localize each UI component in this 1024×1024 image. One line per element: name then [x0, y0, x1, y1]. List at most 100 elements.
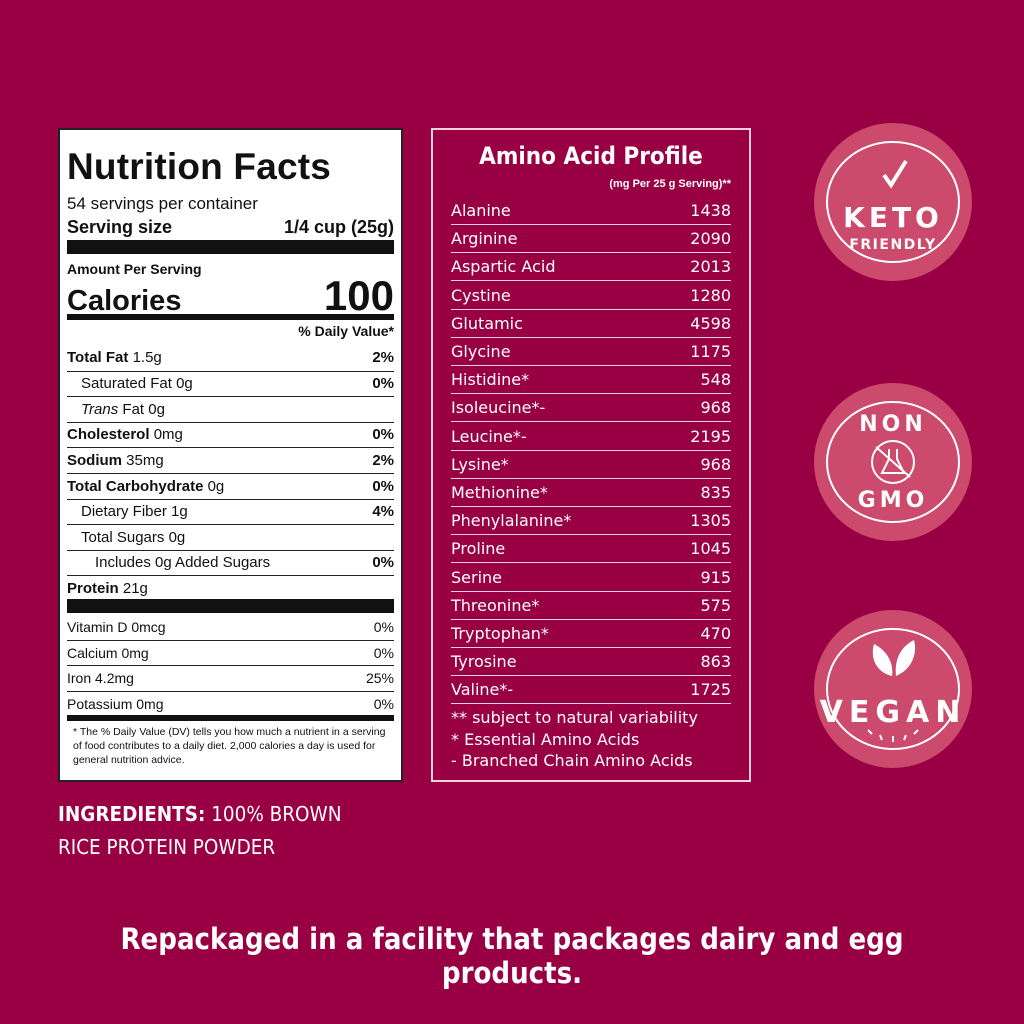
amino-value: 1438	[690, 201, 731, 220]
amino-name: Aspartic Acid	[451, 257, 556, 277]
non-gmo-badge: NON GMO	[814, 383, 972, 541]
amino-title: Amino Acid Profile	[479, 142, 703, 170]
nutrition-title: Nutrition Facts	[67, 146, 332, 187]
serving-size: Serving size 1/4 cup (25g)	[67, 217, 394, 238]
nutrient-name: Saturated Fat	[81, 375, 172, 393]
amino-value: 968	[700, 398, 731, 418]
amino-name: Isoleucine*-	[451, 398, 546, 418]
nutrient-amount: 0g	[176, 375, 193, 393]
amino-row: Arginine 2090	[451, 225, 731, 254]
amino-name: Serine	[451, 567, 503, 587]
leaves-icon	[872, 640, 916, 676]
amino-row: Valine*- 1725	[451, 676, 731, 705]
divider	[67, 715, 394, 721]
amino-value: 835	[700, 483, 731, 502]
nutrient-row: Total Fat 1.5g 2%	[67, 345, 394, 370]
vitamin-dv: 0%	[373, 618, 394, 635]
servings-per-container: 54 servings per container	[67, 194, 258, 213]
nutrient-name: Dietary Fiber	[81, 503, 167, 521]
nutrient-amount: 35mg	[126, 451, 164, 469]
amino-name: Phenylalanine*	[451, 511, 572, 531]
calories-row: Calories 100	[67, 272, 394, 320]
amount-per-serving: Amount Per Serving	[67, 261, 202, 277]
amino-value: 1045	[690, 539, 731, 559]
amino-name: Histidine*	[451, 370, 530, 390]
vegan-text: VEGAN	[820, 695, 967, 730]
amino-row: Histidine* 548	[451, 366, 731, 395]
amino-row: Tryptophan* 470	[451, 620, 731, 648]
allergen-disclaimer: Repackaged in a facility that packages d…	[120, 922, 904, 990]
vitamin-name: Iron 4.2mg	[67, 670, 134, 686]
amino-name: Glutamic	[451, 313, 523, 333]
vitamin-name: Potassium 0mg	[67, 695, 164, 712]
nutrient-dv: 2%	[372, 349, 394, 366]
nutrient-row: Dietary Fiber 1g 4%	[67, 498, 394, 524]
amino-row: Glutamic 4598	[451, 310, 731, 338]
nutrient-amount: 0mg	[153, 426, 183, 444]
amino-value: 915	[700, 567, 731, 587]
amino-value: 470	[700, 624, 731, 643]
nutrient-amount: 1.5g	[132, 349, 162, 366]
calories-label: Calories	[67, 285, 182, 317]
nutrient-amount: 1g	[171, 503, 188, 521]
vitamin-dv: 25%	[365, 670, 394, 686]
amino-subtitle: (mg Per 25 g Serving)**	[609, 178, 731, 190]
friendly-text: FRIENDLY	[849, 237, 936, 253]
nutrient-name: Trans	[81, 400, 119, 418]
vegan-badge: VEGAN	[814, 610, 972, 768]
keto-text: KETO	[843, 201, 943, 234]
nutrition-facts-panel: Nutrition Facts 54 servings per containe…	[58, 128, 403, 782]
ingredients: INGREDIENTS: 100% BROWN RICE PROTEIN POW…	[58, 798, 342, 864]
amino-note: - Branched Chain Amino Acids	[451, 751, 693, 770]
nutrient-row: Cholesterol 0mg 0%	[67, 421, 394, 447]
vitamin-row: Potassium 0mg 0%	[67, 690, 394, 716]
amino-row: Lysine* 968	[451, 451, 731, 479]
non-text: NON	[859, 412, 927, 437]
nutrient-name: Total Carbohydrate	[67, 477, 204, 495]
amino-value: 2013	[690, 257, 731, 277]
nutrient-amount: 0g	[168, 528, 186, 546]
nutrient-row: Total Carbohydrate 0g 0%	[67, 473, 394, 498]
calories-value: 100	[323, 272, 394, 319]
nutrient-name: Total Fat	[67, 349, 129, 366]
amino-row: Proline 1045	[451, 535, 731, 564]
amino-row: Serine 915	[451, 564, 731, 592]
vitamin-row: Vitamin D 0mcg 0%	[67, 614, 394, 639]
amino-name: Valine*-	[451, 680, 514, 700]
amino-note: ** subject to natural variability	[451, 708, 698, 727]
amino-name: Lysine*	[451, 454, 509, 474]
amino-acid-panel: Amino Acid Profile (mg Per 25 g Serving)…	[431, 128, 751, 782]
divider	[67, 240, 394, 254]
amino-name: Glycine	[451, 342, 511, 361]
amino-value: 1305	[690, 511, 731, 531]
amino-row: Glycine 1175	[451, 338, 731, 366]
vitamin-row: Calcium 0mg 0%	[67, 639, 394, 665]
amino-row: Threonine* 575	[451, 592, 731, 620]
amino-name: Tyrosine	[451, 652, 517, 672]
amino-value: 968	[700, 454, 731, 474]
amino-value: 2195	[690, 426, 731, 446]
amino-name: Leucine*-	[451, 426, 527, 446]
gmo-text: GMO	[858, 488, 929, 513]
amino-note: * Essential Amino Acids	[451, 730, 640, 749]
nutrient-dv: 2%	[372, 451, 394, 469]
divider	[67, 599, 394, 613]
amino-name: Methionine*	[451, 483, 548, 502]
nutrient-name: Includes 0g Added Sugars	[95, 554, 271, 572]
amino-name: Alanine	[451, 201, 511, 220]
nutrient-row: Protein 21g	[67, 575, 394, 600]
ingredients-text: RICE PROTEIN POWDER	[58, 835, 276, 859]
nutrient-dv: 0%	[372, 554, 394, 572]
amino-value: 1725	[690, 680, 731, 700]
nutrient-row: Includes 0g Added Sugars 0%	[67, 549, 394, 575]
nutrient-dv: 0%	[372, 375, 394, 393]
serving-size-value: 1/4 cup (25g)	[283, 217, 394, 237]
amino-value: 2090	[690, 229, 731, 249]
vitamin-dv: 0%	[373, 644, 394, 661]
footnote: * The % Daily Value (DV) tells you how m…	[73, 726, 386, 766]
amino-value: 4598	[690, 313, 731, 333]
nutrient-name: Cholesterol	[67, 426, 150, 444]
amino-row: Phenylalanine* 1305	[451, 507, 731, 536]
amino-value: 575	[700, 595, 731, 615]
nutrient-dv: 4%	[372, 503, 394, 521]
